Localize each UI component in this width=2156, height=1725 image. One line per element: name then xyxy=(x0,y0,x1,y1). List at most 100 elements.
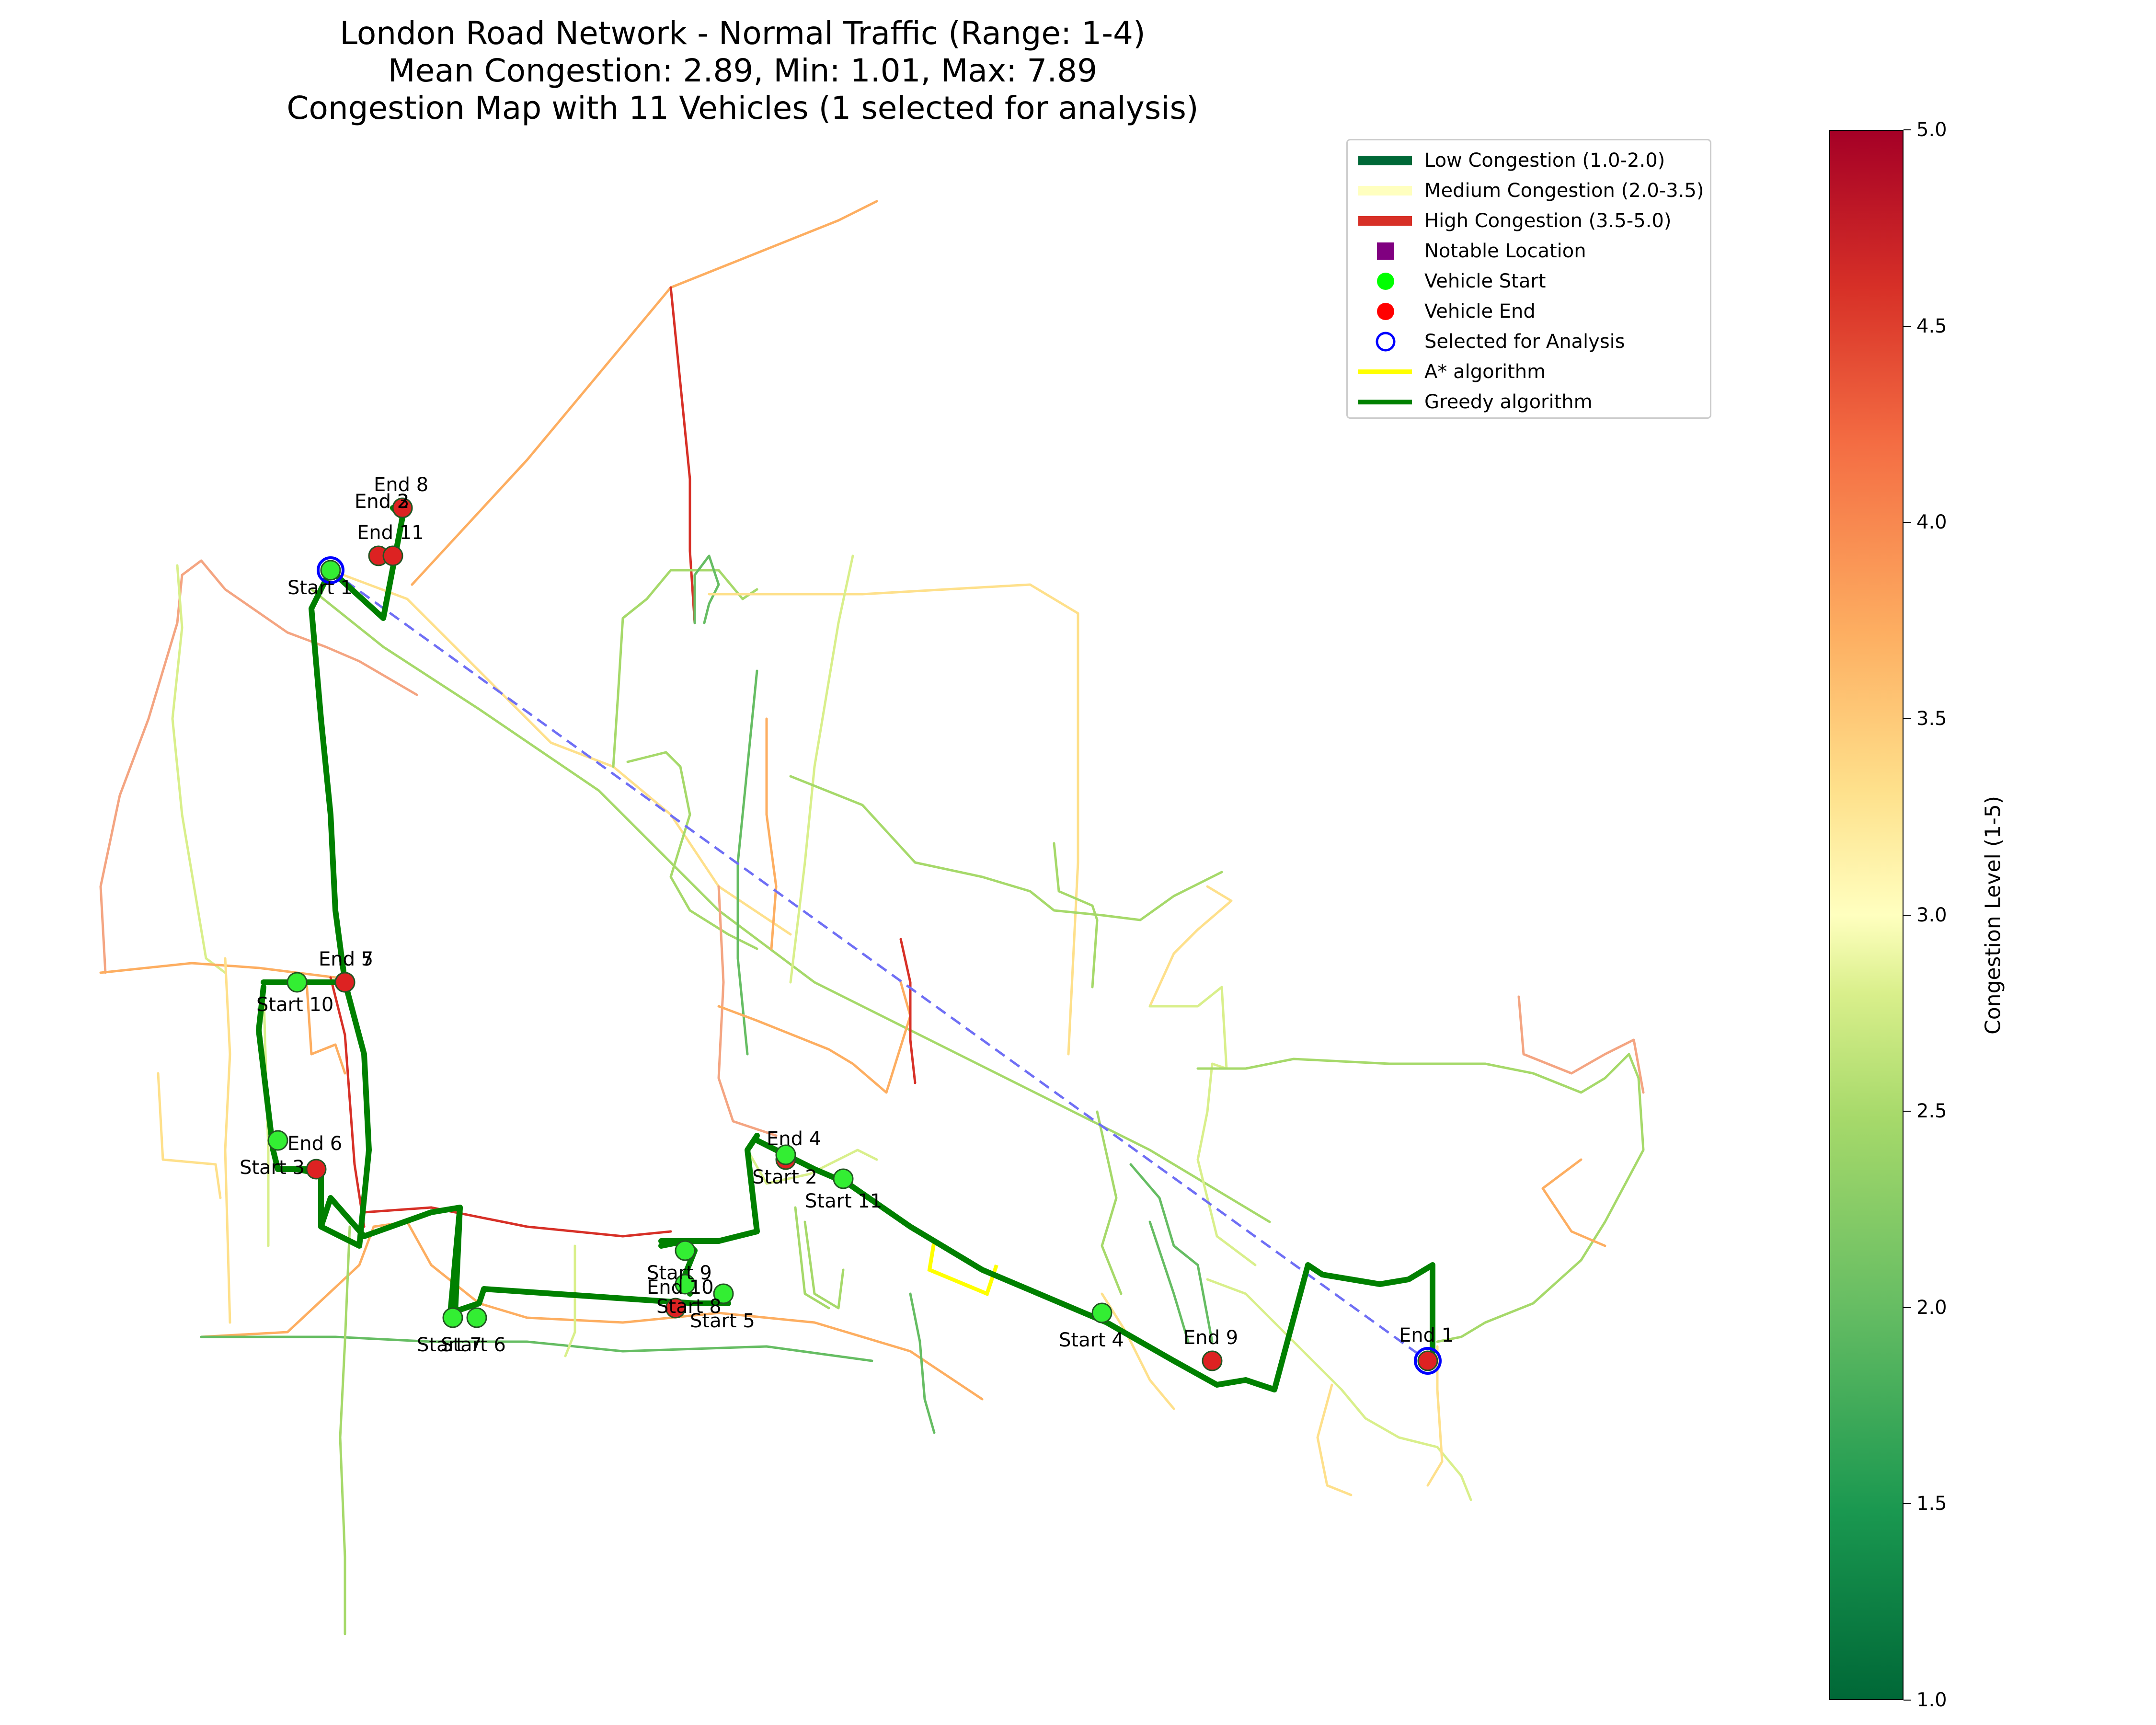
vehicle-start-label: Start 6 xyxy=(441,1334,506,1356)
colorbar-tick xyxy=(1904,1503,1911,1505)
colorbar-tick-label: 2.0 xyxy=(1916,1296,1947,1319)
road-segment xyxy=(305,981,346,1075)
legend-label: A* algorithm xyxy=(1424,361,1546,383)
road-segment xyxy=(200,1335,873,1362)
road-segment xyxy=(746,1149,878,1185)
legend-symbol xyxy=(1358,156,1412,165)
vehicle-end-label: End 7 xyxy=(319,948,373,970)
greedy-route-7 xyxy=(754,1138,1435,1392)
vehicle-start-marker xyxy=(833,1168,854,1189)
selected-start-ring xyxy=(317,556,344,584)
vehicle-start-label: Start 4 xyxy=(1059,1329,1124,1351)
colorbar-tick xyxy=(1904,1307,1911,1308)
road-segment xyxy=(1206,1278,1472,1501)
road-segment xyxy=(789,775,1223,921)
vehicle-start-label: Start 2 xyxy=(752,1166,817,1188)
road-segment xyxy=(693,554,720,624)
road-segment xyxy=(329,569,792,936)
vehicle-start-marker xyxy=(1091,1302,1112,1323)
colorbar-tick-label: 4.0 xyxy=(1916,511,1947,534)
colorbar-tick-label: 5.0 xyxy=(1916,119,1947,141)
map-title-line-1: London Road Network - Normal Traffic (Ra… xyxy=(340,15,1146,52)
vehicle-end-marker xyxy=(334,972,356,993)
legend-item: Vehicle Start xyxy=(1348,267,1707,296)
vehicle-start-label: Start 8 xyxy=(656,1296,722,1318)
vehicle-end-marker xyxy=(1202,1350,1223,1371)
greedy-route-6 xyxy=(658,1133,760,1244)
colorbar-tick-label: 3.5 xyxy=(1916,707,1947,730)
vehicle-start-marker xyxy=(320,560,341,581)
selected-straight-line xyxy=(330,569,1429,1362)
legend-label: Low Congestion (1.0-2.0) xyxy=(1424,150,1665,172)
road-segment xyxy=(794,1206,830,1310)
vehicle-start-label: Start 9 xyxy=(647,1262,712,1284)
vehicle-end-marker xyxy=(306,1159,327,1180)
vehicle-end-marker xyxy=(382,545,403,566)
legend-item: Greedy algorithm xyxy=(1348,388,1707,416)
road-segment xyxy=(411,200,878,586)
road-segment xyxy=(803,1220,845,1310)
road-segment xyxy=(1096,1110,1123,1295)
legend-item: Medium Congestion (2.0-3.5) xyxy=(1348,176,1707,205)
legend-label: High Congestion (3.5-5.0) xyxy=(1424,210,1672,232)
road-segment xyxy=(200,1220,984,1401)
vehicle-start-label: Start 11 xyxy=(805,1190,882,1212)
vehicle-start-marker xyxy=(775,1144,796,1165)
legend-item: High Congestion (3.5-5.0) xyxy=(1348,207,1707,235)
vehicle-start-marker xyxy=(466,1307,487,1328)
legend-item: Notable Location xyxy=(1348,237,1707,265)
colorbar-tick xyxy=(1904,718,1911,719)
vehicle-start-marker xyxy=(267,1130,288,1151)
legend-symbol xyxy=(1377,303,1394,320)
greedy-route-4 xyxy=(447,1205,731,1316)
road-segment xyxy=(363,1206,672,1238)
road-segment xyxy=(157,1072,222,1199)
road-segment xyxy=(99,559,418,974)
colorbar-tick-label: 2.5 xyxy=(1916,1100,1947,1123)
road-segment xyxy=(564,1244,576,1357)
vehicle-end-label: End 1 xyxy=(1399,1324,1454,1346)
road-segment xyxy=(310,588,1271,1223)
colorbar-tick xyxy=(1904,129,1911,130)
colorbar-tick xyxy=(1904,1700,1911,1701)
legend-symbol xyxy=(1358,369,1412,374)
legend-item: Vehicle End xyxy=(1348,297,1707,326)
vehicle-end-marker xyxy=(665,1298,686,1319)
legend-label: Vehicle Start xyxy=(1424,270,1546,292)
road-segment xyxy=(1316,1383,1353,1496)
road-segment xyxy=(171,564,227,974)
road-segment xyxy=(1196,1053,1645,1343)
vehicle-start-marker xyxy=(713,1283,734,1304)
legend-symbol xyxy=(1358,400,1412,404)
vehicle-end-label: End 6 xyxy=(287,1133,342,1155)
vehicle-start-label: Start 1 xyxy=(287,577,353,599)
road-network xyxy=(99,200,1645,1635)
vehicle-start-label: Start 5 xyxy=(690,1310,755,1332)
colorbar-tick xyxy=(1904,1111,1911,1112)
road-segment xyxy=(1148,885,1233,1008)
vehicle-end-label: End 8 xyxy=(374,474,428,496)
vehicle-start-label: Start 3 xyxy=(240,1157,305,1179)
vehicle-start-marker xyxy=(442,1307,463,1328)
road-segment xyxy=(899,938,917,1084)
road-segment xyxy=(1053,842,1099,989)
road-segment xyxy=(1517,995,1645,1094)
colorbar-tick-label: 3.0 xyxy=(1916,904,1947,926)
legend-label: Medium Congestion (2.0-3.5) xyxy=(1424,180,1704,202)
road-segment xyxy=(1129,1163,1214,1343)
legend-label: Selected for Analysis xyxy=(1424,331,1625,353)
road-segment xyxy=(789,554,854,984)
vehicle-end-label: End 2 xyxy=(355,491,409,513)
road-segment xyxy=(339,1225,351,1635)
vehicle-end-label: End 11 xyxy=(357,522,424,544)
road-segment xyxy=(224,957,231,1324)
legend-symbol xyxy=(1377,273,1394,290)
legend-item: Low Congestion (1.0-2.0) xyxy=(1348,146,1707,175)
colorbar-tick-label: 4.5 xyxy=(1916,315,1947,337)
road-segment xyxy=(765,717,778,950)
vehicle-end-marker xyxy=(392,497,413,518)
legend-symbol xyxy=(1377,242,1394,260)
